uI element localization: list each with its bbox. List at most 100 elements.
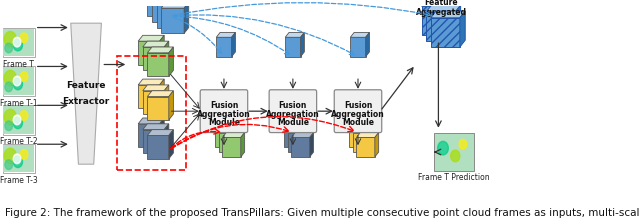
Text: Frame T Prediction: Frame T Prediction [418,173,490,182]
Polygon shape [143,130,164,153]
Polygon shape [169,91,173,120]
Circle shape [5,43,13,53]
Text: Extractor: Extractor [63,97,109,106]
Polygon shape [284,128,302,147]
Polygon shape [164,124,169,153]
Polygon shape [138,118,164,124]
Circle shape [4,148,17,164]
Polygon shape [233,123,237,147]
Polygon shape [159,35,164,64]
Text: Frame T-2: Frame T-2 [0,137,38,147]
Polygon shape [161,2,189,8]
Polygon shape [241,132,244,157]
Polygon shape [216,37,232,57]
Polygon shape [353,132,371,152]
Polygon shape [451,0,456,35]
Circle shape [13,37,21,47]
Polygon shape [147,0,170,16]
Polygon shape [169,130,173,159]
Circle shape [459,139,467,149]
Circle shape [13,154,21,164]
Polygon shape [216,32,236,37]
Polygon shape [431,18,460,47]
Polygon shape [306,128,310,152]
Circle shape [5,82,13,92]
Polygon shape [143,85,169,91]
Polygon shape [350,37,365,57]
Circle shape [438,141,449,155]
Text: Aggregation: Aggregation [266,109,320,119]
Polygon shape [215,128,233,147]
FancyBboxPatch shape [200,90,248,132]
Polygon shape [232,32,236,57]
Polygon shape [180,0,184,28]
Polygon shape [356,137,375,157]
Circle shape [13,156,22,167]
Circle shape [4,31,17,47]
Polygon shape [301,32,305,57]
FancyBboxPatch shape [269,90,317,132]
Polygon shape [143,124,169,130]
Polygon shape [237,128,241,152]
Polygon shape [147,53,169,76]
Polygon shape [164,85,169,114]
Polygon shape [350,32,369,37]
Circle shape [13,78,22,90]
Polygon shape [431,11,465,18]
Polygon shape [143,41,169,47]
Polygon shape [371,128,375,152]
Polygon shape [285,32,305,37]
Polygon shape [215,123,237,128]
Polygon shape [159,118,164,147]
Circle shape [4,109,17,125]
Polygon shape [367,123,371,147]
Polygon shape [175,0,180,22]
Polygon shape [138,79,164,85]
Circle shape [20,111,28,120]
Text: Frame T: Frame T [3,60,34,69]
Polygon shape [422,0,456,6]
Polygon shape [287,128,310,132]
Circle shape [13,117,22,129]
FancyBboxPatch shape [3,106,34,134]
Text: Fusion: Fusion [278,101,307,110]
Polygon shape [426,5,461,12]
Text: Fusion: Fusion [344,101,372,110]
Text: Aggregation: Aggregation [331,109,385,119]
FancyBboxPatch shape [3,66,35,96]
Polygon shape [349,123,371,128]
Circle shape [13,39,22,51]
Circle shape [5,121,13,131]
Circle shape [20,33,28,43]
FancyBboxPatch shape [334,90,381,132]
Polygon shape [310,132,314,157]
Text: Frame T-3: Frame T-3 [0,176,38,185]
Text: Feature: Feature [67,81,106,90]
Polygon shape [219,132,237,152]
Polygon shape [138,35,164,41]
Polygon shape [169,47,173,76]
Polygon shape [147,47,173,53]
Polygon shape [157,2,180,28]
Polygon shape [71,23,101,164]
FancyBboxPatch shape [3,145,34,172]
Text: Feature: Feature [425,0,458,7]
Text: Figure 2: The framework of the proposed TransPillars: Given multiple consecutive: Figure 2: The framework of the proposed … [5,209,640,218]
FancyBboxPatch shape [3,105,35,134]
FancyBboxPatch shape [3,28,35,57]
Polygon shape [302,123,306,147]
Circle shape [4,70,17,86]
Polygon shape [426,12,455,41]
Polygon shape [284,123,306,128]
Polygon shape [291,132,314,137]
Polygon shape [422,6,451,35]
Polygon shape [138,85,159,108]
Circle shape [13,76,21,86]
Circle shape [13,115,21,125]
Polygon shape [287,132,306,152]
FancyBboxPatch shape [3,67,34,95]
Text: Frame T-1: Frame T-1 [0,99,38,107]
Text: Module: Module [277,118,309,127]
Polygon shape [375,132,379,157]
Text: Module: Module [342,118,374,127]
